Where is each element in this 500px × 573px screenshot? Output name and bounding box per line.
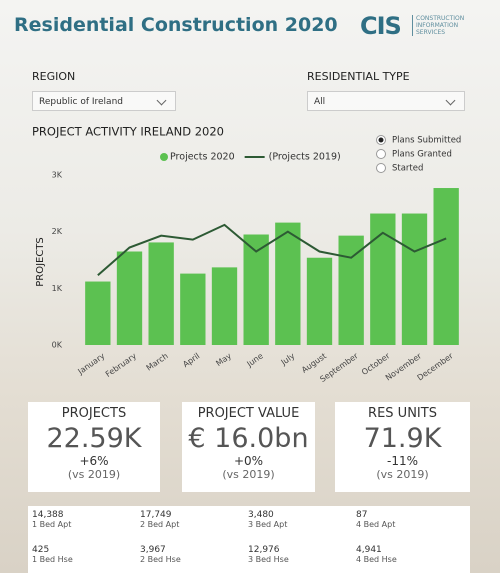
bar <box>243 234 269 345</box>
unit-label: 2 Bed Hse <box>140 555 181 564</box>
radio-button <box>376 149 386 159</box>
kpi-value: 22.59K <box>46 423 142 454</box>
x-tick-label: May <box>214 351 233 368</box>
unit-value: 4,941 <box>356 545 382 555</box>
x-tick-label: August <box>300 351 328 374</box>
x-tick-label: July <box>279 351 297 367</box>
radio-dot <box>378 137 384 143</box>
dropdown[interactable]: All <box>307 91 465 111</box>
radio-label: Plans Granted <box>392 150 452 160</box>
unit-value: 17,749 <box>140 510 172 520</box>
unit-value: 3,967 <box>140 545 166 555</box>
unit-label: 3 Bed Apt <box>248 520 288 529</box>
logo-text: CONSTRUCTION INFORMATION SERVICES <box>412 15 464 36</box>
kpi-note: (vs 2019) <box>376 468 429 481</box>
radio-option[interactable]: Plans Submitted <box>376 135 462 146</box>
unit-value: 425 <box>32 545 50 555</box>
x-tick-label: March <box>145 351 170 372</box>
kpi-change: +6% <box>79 454 109 468</box>
radio-label: Started <box>392 164 423 174</box>
legend-label: (Projects 2019) <box>269 152 341 163</box>
kpi-value: € 16.0bn <box>188 423 309 454</box>
y-tick-label: 2K <box>52 227 63 236</box>
legend-swatch <box>160 153 168 161</box>
unit-value: 87 <box>356 510 368 520</box>
unit-cell: 12,976 3 Bed Hse <box>248 545 289 564</box>
logo: CIS <box>360 12 402 40</box>
filter-label: REGION <box>32 70 76 83</box>
unit-cell: 14,388 1 Bed Apt <box>32 510 71 529</box>
unit-cell: 4,941 4 Bed Hse <box>356 545 397 564</box>
x-tick-label: June <box>244 351 264 369</box>
line <box>97 223 447 277</box>
kpi-note: (vs 2019) <box>222 468 275 481</box>
chart: PROJECT ACTIVITY IRELAND 2020 PROJECTS 0… <box>32 125 462 385</box>
y-tick-label: 1K <box>52 284 63 293</box>
bar <box>180 273 206 345</box>
y-tick-label: 0K <box>52 341 63 350</box>
chart-title: PROJECT ACTIVITY IRELAND 2020 <box>32 125 224 139</box>
y-tick-label: 3K <box>52 171 63 180</box>
kpi-title: PROJECT VALUE <box>197 406 300 421</box>
unit-cell: 87 4 Bed Apt <box>356 510 395 529</box>
bar <box>401 213 428 345</box>
unit-cell: 3,967 2 Bed Hse <box>140 545 181 564</box>
kpi-card: RES UNITS 71.9K -11% (vs 2019) <box>335 402 470 492</box>
bar <box>85 281 111 345</box>
kpi-card: PROJECT VALUE € 16.0bn +0% (vs 2019) <box>182 402 315 492</box>
radio-label: Plans Submitted <box>392 136 461 146</box>
legend-label: Projects 2020 <box>170 152 235 163</box>
bar <box>275 222 301 345</box>
bar <box>370 213 396 345</box>
unit-cell: 17,749 2 Bed Apt <box>140 510 179 529</box>
unit-label: 1 Bed Hse <box>32 555 73 564</box>
unit-cell: 425 1 Bed Hse <box>32 545 73 564</box>
bar <box>116 251 143 345</box>
x-tick-label: December <box>416 351 456 383</box>
unit-value: 3,480 <box>248 510 274 520</box>
logo-line: INFORMATION <box>416 22 459 29</box>
kpi-change: +0% <box>233 454 264 468</box>
bar <box>433 188 459 345</box>
unit-value: 12,976 <box>248 545 280 555</box>
kpi-card: PROJECTS 22.59K +6% (vs 2019) <box>28 402 160 492</box>
logo-line: CONSTRUCTION <box>416 15 465 22</box>
radio-option[interactable]: Plans Granted <box>376 149 452 160</box>
x-tick-label: April <box>181 351 201 369</box>
unit-cell: 3,480 3 Bed Apt <box>248 510 287 529</box>
unit-label: 2 Bed Apt <box>140 520 180 529</box>
kpi-title: RES UNITS <box>368 406 437 421</box>
page-title: Residential Construction 2020 <box>14 14 338 36</box>
bar <box>306 257 333 345</box>
dropdown[interactable]: Republic of Ireland <box>32 91 176 111</box>
bar <box>148 242 174 345</box>
bar <box>211 267 238 345</box>
kpi-title: PROJECTS <box>61 406 127 421</box>
unit-label: 3 Bed Hse <box>248 555 289 564</box>
unit-label: 4 Bed Apt <box>356 520 396 529</box>
unit-label: 4 Bed Hse <box>356 555 397 564</box>
filter-label: RESIDENTIAL TYPE <box>307 70 410 83</box>
x-tick-label: February <box>104 351 138 379</box>
radio-option[interactable]: Started <box>376 163 424 174</box>
bar <box>338 235 364 345</box>
logo-line: SERVICES <box>416 29 446 36</box>
y-axis-label: PROJECTS <box>35 237 46 287</box>
kpi-note: (vs 2019) <box>67 468 121 481</box>
x-tick-label: January <box>76 351 107 376</box>
units-table: 14,388 1 Bed Apt 17,749 2 Bed Apt 3,480 3 Bed… <box>28 506 470 573</box>
unit-label: 1 Bed Apt <box>32 520 72 529</box>
radio-button <box>376 163 386 173</box>
unit-value: 14,388 <box>32 510 64 520</box>
kpi-value: 71.9K <box>363 423 442 454</box>
kpi-change: -11% <box>386 454 418 468</box>
